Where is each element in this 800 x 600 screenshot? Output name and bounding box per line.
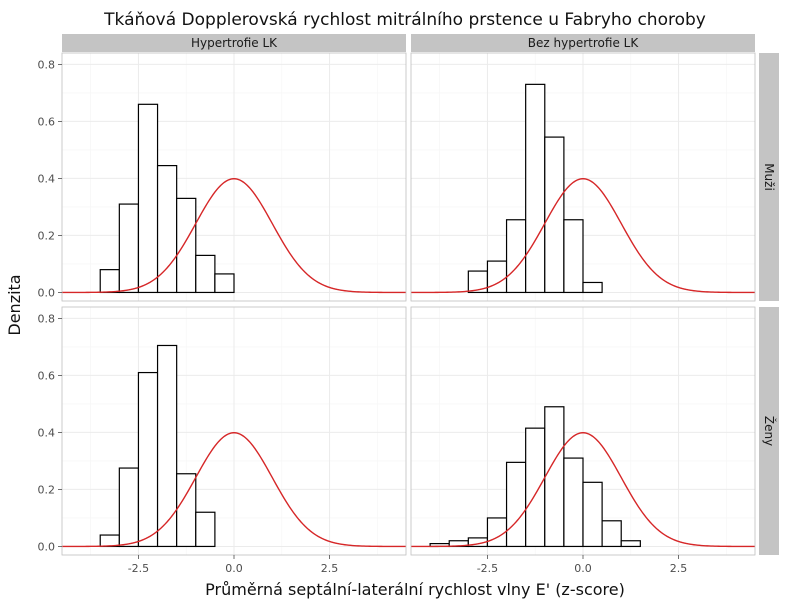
facet-panel: [410, 52, 756, 302]
facet-strip-label: Ženy: [762, 416, 777, 446]
histogram-bar: [156, 344, 178, 548]
histogram-bar: [195, 254, 216, 294]
histogram-bar: [137, 103, 159, 294]
x-tick-label: 0.0: [574, 562, 592, 575]
histogram-bar: [195, 511, 216, 548]
histogram-bar: [118, 203, 140, 294]
panel-border: [410, 52, 756, 302]
histogram-bar: [563, 457, 584, 548]
x-tick-label: -2.5: [128, 562, 149, 575]
y-tick-label: 0.0: [38, 286, 56, 299]
x-axis-title: Průměrná septální-laterální rychlost vln…: [205, 580, 625, 599]
y-axis-title: Denzita: [5, 274, 24, 335]
histogram-bar: [525, 427, 546, 548]
y-tick-label: 0.2: [38, 483, 56, 496]
histogram-bar: [137, 371, 159, 548]
histogram-bar: [486, 260, 508, 294]
x-tick-label: -2.5: [477, 562, 498, 575]
chart-title: Tkáňová Dopplerovská rychlost mitrálního…: [103, 10, 706, 30]
histogram-bar: [505, 461, 527, 548]
x-tick-label: 2.5: [670, 562, 688, 575]
histogram-bar: [544, 136, 565, 294]
histogram-bar: [582, 281, 603, 294]
facet-strip-row: [759, 307, 779, 555]
normal-density-curve: [62, 432, 406, 548]
panel-border: [61, 52, 407, 302]
facet-strip-column: [411, 34, 755, 52]
facet-strip-label: Hypertrofie LK: [191, 36, 278, 50]
normal-density-curve: [411, 178, 755, 294]
facet-strip-label: Bez hypertrofie LK: [528, 36, 640, 50]
y-tick-label: 0.4: [38, 426, 56, 439]
histogram-bar: [486, 517, 508, 548]
x-tick-label: 2.5: [321, 562, 339, 575]
histogram-bar: [620, 540, 641, 548]
histogram-bar: [99, 269, 120, 294]
histogram-bar: [505, 219, 527, 294]
normal-density-curve: [411, 432, 755, 548]
histogram-bar: [582, 481, 603, 548]
y-tick-label: 0.8: [38, 58, 56, 71]
histogram-bar: [118, 467, 140, 548]
y-tick-label: 0.2: [38, 229, 56, 242]
y-tick-label: 0.0: [38, 540, 56, 553]
facet-strip-column: [62, 34, 406, 52]
facet-strip-label: Muži: [762, 163, 776, 191]
histogram-bar: [563, 219, 584, 294]
facet-panel: [61, 306, 407, 556]
y-tick-label: 0.8: [38, 312, 56, 325]
histogram-bar: [544, 406, 565, 548]
facet-panel: [410, 306, 756, 556]
histogram-bar: [176, 473, 197, 548]
y-tick-label: 0.6: [38, 115, 56, 128]
normal-density-curve: [62, 178, 406, 294]
histogram-bar: [156, 164, 178, 294]
facet-strip-row: [759, 53, 779, 301]
x-tick-label: 0.0: [225, 562, 243, 575]
y-tick-label: 0.4: [38, 172, 56, 185]
y-tick-label: 0.6: [38, 369, 56, 382]
facet-panel: [61, 52, 407, 302]
histogram-bar: [214, 273, 235, 294]
plot-area: Hypertrofie LK Bez hypertrofie LK Muži Ženy…: [38, 34, 779, 575]
histogram-bar: [601, 520, 622, 548]
histogram-bar: [525, 83, 546, 294]
histogram-bar: [176, 197, 197, 294]
